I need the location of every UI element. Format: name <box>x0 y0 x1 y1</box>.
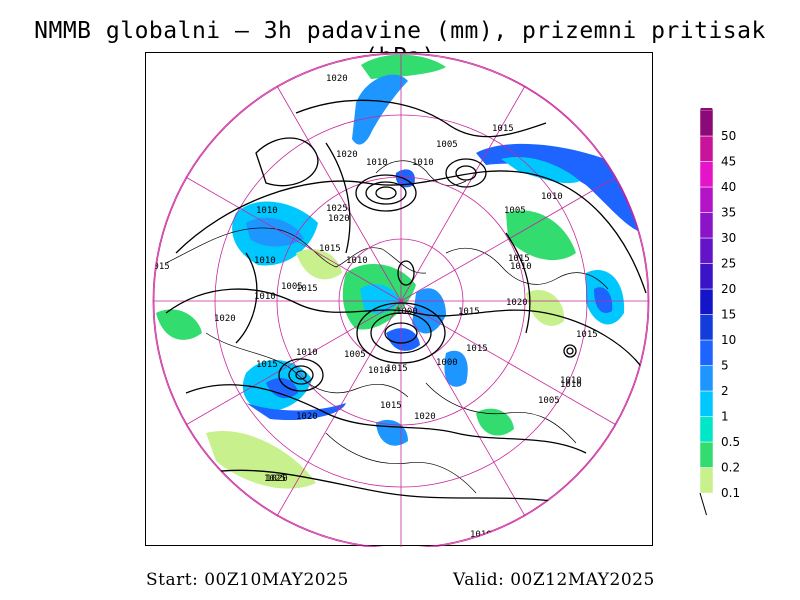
legend-swatch <box>699 288 714 315</box>
legend-level-label: 45 <box>721 155 736 169</box>
legend-level-label: 0.2 <box>721 461 740 475</box>
legend-swatch <box>699 365 714 392</box>
isobar-label: 1000 <box>396 307 418 317</box>
isobar-label: 1020 <box>336 150 358 160</box>
isobar-label: 1020 <box>506 298 528 308</box>
isobar-label: 1010 <box>254 292 276 302</box>
isobar-label: 1010 <box>470 530 492 540</box>
legend-level-label: 2 <box>721 384 729 398</box>
legend-level-label: 35 <box>721 206 736 220</box>
legend-level-label: 1 <box>721 410 729 424</box>
legend-level-label: 0.1 <box>721 486 740 500</box>
isobar-label: 1010 <box>510 262 532 272</box>
isobar-label: 1015 <box>458 307 480 317</box>
legend-swatch <box>699 314 714 341</box>
run-start-time: Start: 00Z10MAY2025 <box>146 570 349 590</box>
isobar-label: 1020 <box>414 412 436 422</box>
isobar-label: 1025 <box>326 204 348 214</box>
isobar-label: 1015 <box>380 401 402 411</box>
legend-swatch <box>699 237 714 264</box>
isobar-label: 1010 <box>296 348 318 358</box>
legend-swatch <box>699 161 714 188</box>
legend-swatch <box>699 390 714 417</box>
legend-swatch <box>699 135 714 162</box>
isobar-label: 1010 <box>368 366 390 376</box>
isobar-label: 1020 <box>328 214 350 224</box>
isobar-label: 1005 <box>436 140 458 150</box>
legend-level-label: 30 <box>721 231 736 245</box>
legend-level-label: 50 <box>721 129 736 143</box>
legend-swatch <box>699 416 714 443</box>
legend-level-label: 10 <box>721 333 736 347</box>
isobar-label: 1010 <box>346 256 368 266</box>
isobar-label: 1005 <box>504 206 526 216</box>
legend-swatch <box>699 110 714 137</box>
isobars <box>165 99 647 504</box>
isobar-label: 1020 <box>214 314 236 324</box>
legend-level-label: 15 <box>721 308 736 322</box>
isobar-label: 1010 <box>256 206 278 216</box>
isobar-label: 1010 <box>541 192 563 202</box>
legend-level-label: 25 <box>721 257 736 271</box>
isobar-label: 1010 <box>412 158 434 168</box>
legend-swatch <box>699 212 714 239</box>
isobar-label: 1015 <box>576 330 598 340</box>
isobar-label: 1015 <box>386 364 408 374</box>
isobar-label: 1020 <box>296 412 318 422</box>
legend-min-tail <box>699 492 707 516</box>
lat-lon-grid <box>153 53 649 547</box>
legend-level-label: 5 <box>721 359 729 373</box>
isobar-label: 1015 <box>296 284 318 294</box>
legend-max-arrow <box>700 92 713 111</box>
isobar-label: 1010 <box>254 256 276 266</box>
isobar-label: 1015 <box>492 124 514 134</box>
legend-swatch <box>699 441 714 468</box>
isobar-label: 1025 <box>264 474 286 484</box>
legend-swatch <box>699 263 714 290</box>
legend-level-label: 20 <box>721 282 736 296</box>
legend-level-label: 40 <box>721 180 736 194</box>
isobar-label: 1010 <box>560 376 582 386</box>
legend-swatch <box>699 186 714 213</box>
isobar-label: 1005 <box>281 282 303 292</box>
map-horizon-circle <box>152 53 650 547</box>
legend-level-label: 0.5 <box>721 435 740 449</box>
precipitation-layer <box>156 54 646 489</box>
isobar-label: 1005 <box>538 396 560 406</box>
isobar-label: 1020 <box>266 474 288 484</box>
map-frame: 1020 1015 1005 1010 1020 1010 1010 1025 1020 1015… <box>145 52 653 547</box>
coastlines <box>165 160 609 494</box>
legend-swatch <box>699 467 714 494</box>
isobar-label: 1015 <box>256 360 278 370</box>
isobar-label: 1015 <box>466 344 488 354</box>
isobar-label: 1005 <box>344 350 366 360</box>
isobar-label: 1010 <box>560 380 582 390</box>
isobar-label: 1015 <box>508 254 530 264</box>
isobar-label: 1015 <box>319 244 341 254</box>
isobar-label: 1010 <box>366 158 388 168</box>
isobar-label: 1015 <box>148 262 170 272</box>
valid-time: Valid: 00Z12MAY2025 <box>453 570 655 590</box>
precipitation-legend: 0.1 0.2 0.5 1 2 5 10 15 20 25 30 35 40 45 50 <box>696 92 756 528</box>
isobar-label: 1000 <box>436 358 458 368</box>
isobar-label: 1020 <box>326 74 348 84</box>
legend-swatch <box>699 339 714 366</box>
